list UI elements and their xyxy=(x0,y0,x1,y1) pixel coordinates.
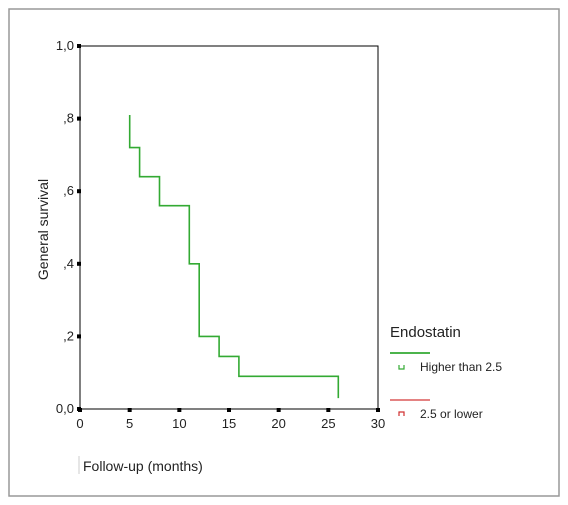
y-tick xyxy=(77,44,81,48)
y-tick xyxy=(77,116,81,121)
x-tick-label: 20 xyxy=(271,416,285,431)
survival-curve xyxy=(128,115,340,399)
x-tick-label: 30 xyxy=(371,416,385,431)
y-tick-label: ,8 xyxy=(63,111,74,126)
x-tick-label: 15 xyxy=(222,416,236,431)
x-tick xyxy=(376,408,380,412)
legend-label: Higher than 2.5 xyxy=(420,360,502,374)
x-tick-label: 0 xyxy=(76,416,83,431)
y-tick-label: ,2 xyxy=(63,328,74,343)
x-tick xyxy=(127,408,132,412)
y-tick-label: 1,0 xyxy=(56,38,74,53)
x-tick-label: 5 xyxy=(126,416,133,431)
legend-label: 2.5 or lower xyxy=(420,407,483,421)
x-tick xyxy=(326,408,331,412)
y-tick-label: 0,0 xyxy=(56,401,74,416)
legend-censor-marker xyxy=(398,411,405,416)
x-tick-label: 10 xyxy=(172,416,186,431)
x-tick xyxy=(177,408,182,412)
x-axis-title: Follow-up (months) xyxy=(83,458,203,474)
y-tick-label: ,4 xyxy=(63,256,74,271)
y-axis-title: General survival xyxy=(35,179,51,280)
y-tick xyxy=(77,334,81,339)
y-tick xyxy=(77,261,81,266)
y-tick xyxy=(77,189,81,194)
x-tick-label: 25 xyxy=(321,416,335,431)
x-tick xyxy=(276,408,281,412)
figure-frame xyxy=(8,8,560,497)
x-tick xyxy=(227,408,231,412)
legend-title: Endostatin xyxy=(390,324,461,341)
x-tick xyxy=(78,408,82,412)
legend-censor-marker xyxy=(398,365,405,370)
y-tick-label: ,6 xyxy=(63,183,74,198)
